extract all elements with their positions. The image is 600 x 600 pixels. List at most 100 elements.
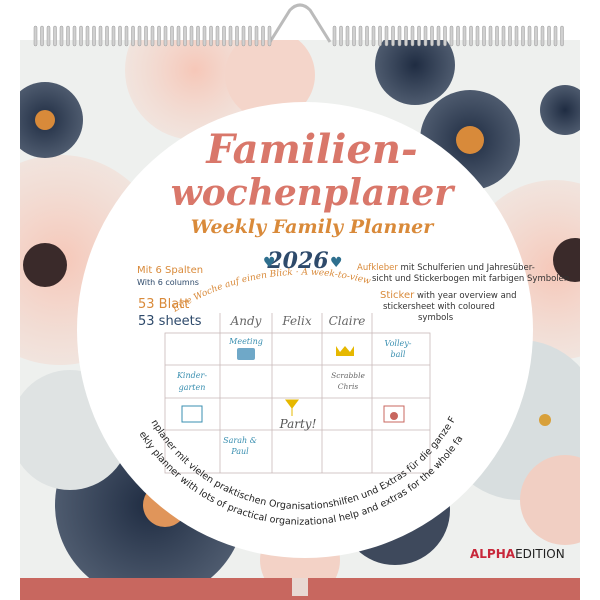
- spiral-ring: [449, 25, 454, 47]
- spiral-ring: [150, 25, 155, 47]
- brand: ALPHAEDITION: [470, 547, 565, 561]
- spiral-ring: [462, 25, 467, 47]
- spiral-ring: [248, 25, 252, 47]
- planner-entry: Sarah &: [223, 436, 257, 445]
- subtitle: Weekly Family Planner: [191, 216, 435, 238]
- spiral-ring: [228, 25, 233, 47]
- spiral-ring: [40, 25, 44, 47]
- spiral-ring: [209, 25, 213, 47]
- spiral-ring: [241, 25, 246, 47]
- planner-name: Claire: [329, 314, 366, 328]
- spiral-ring: [196, 25, 200, 47]
- planner-grid: [164, 313, 431, 474]
- planner-entry: Paul: [230, 447, 249, 456]
- heart: ♥: [263, 255, 276, 271]
- planner-entry: Volley-: [385, 339, 412, 348]
- spiral-ring: [72, 25, 77, 47]
- spiral-ring: [501, 25, 506, 47]
- spiral-ring: [527, 25, 532, 47]
- spiral-binding: [33, 25, 564, 47]
- sticker-en-line: symbols: [418, 313, 454, 323]
- spiral-ring: [85, 25, 90, 47]
- spiral-ring: [53, 25, 57, 47]
- spiral-ring: [66, 25, 70, 47]
- spiral-ring: [410, 25, 415, 47]
- spiral-ring: [332, 25, 337, 47]
- spiral-ring: [105, 25, 109, 47]
- spiral-ring: [384, 25, 389, 47]
- spiral-ring: [358, 25, 363, 47]
- planner-name: Andy: [230, 314, 262, 328]
- spiral-ring: [118, 25, 122, 47]
- spiral-ring: [345, 25, 350, 47]
- columns-en: With 6 columns: [137, 278, 199, 287]
- highlight: Aufkleber: [357, 263, 398, 273]
- cake-icon-fill: [390, 412, 398, 420]
- spiral-ring: [488, 25, 493, 47]
- suitcase-icon: [237, 348, 255, 360]
- spiral-ring: [475, 25, 480, 47]
- spiral-ring: [521, 25, 525, 47]
- spiral-ring: [456, 25, 460, 47]
- spiral-ring: [33, 25, 38, 47]
- spiral-ring: [482, 25, 486, 47]
- spiral-ring: [222, 25, 226, 47]
- spiral-ring: [495, 25, 499, 47]
- spiral-ring: [144, 25, 148, 47]
- spiral-ring: [560, 25, 564, 47]
- cover-circle: [77, 102, 533, 558]
- columns-de: Mit 6 Spalten: [137, 265, 203, 276]
- sticker-en-line: stickersheet with coloured: [383, 302, 495, 312]
- brand-bold: ALPHA: [470, 547, 516, 561]
- year: 2026: [266, 248, 328, 274]
- brand-light: EDITION: [515, 547, 565, 561]
- spiral-ring: [215, 25, 220, 47]
- spiral-ring: [436, 25, 441, 47]
- spiral-ring: [423, 25, 428, 47]
- spiral-ring: [79, 25, 83, 47]
- sticker-de: Aufkleber mit Schulferien und Jahresüber…: [357, 263, 535, 273]
- spiral-ring: [92, 25, 96, 47]
- spiral-ring: [430, 25, 434, 47]
- spiral-ring: [189, 25, 194, 47]
- planner-name: Felix: [281, 314, 311, 328]
- spiral-ring: [443, 25, 447, 47]
- planner-entry: Chris: [338, 382, 359, 391]
- sticker-icon: [181, 405, 203, 423]
- spiral-ring: [59, 25, 64, 47]
- spiral-ring: [540, 25, 545, 47]
- spiral-ring: [235, 25, 239, 47]
- sheets-en: 53 sheets: [138, 314, 202, 329]
- spiral-ring: [371, 25, 376, 47]
- spiral-ring: [46, 25, 51, 47]
- title-line: Familien-: [205, 126, 417, 173]
- sticker-de-line: sicht und Stickerbogen mit farbigen Symb…: [372, 274, 569, 284]
- spiral-ring: [417, 25, 421, 47]
- highlight: Sticker: [380, 290, 415, 301]
- spiral-ring: [378, 25, 382, 47]
- spiral-ring: [339, 25, 343, 47]
- spiral-ring: [170, 25, 174, 47]
- wire-hanger: [268, 3, 332, 43]
- hanger-tab: [292, 578, 308, 596]
- spiral-ring: [261, 25, 265, 47]
- planner-entry: Scrabble: [331, 371, 365, 380]
- planner-entry: Kinder-: [176, 371, 207, 380]
- spiral-ring: [508, 25, 512, 47]
- spiral-ring: [469, 25, 473, 47]
- spiral-ring: [124, 25, 129, 47]
- sheets-de: 53 Blatt: [138, 297, 189, 312]
- spiral-ring: [163, 25, 168, 47]
- spiral-ring: [365, 25, 369, 47]
- planner-entry: Meeting: [228, 337, 263, 346]
- spiral-ring: [254, 25, 259, 47]
- planner-entry: Party!: [279, 417, 317, 431]
- spiral-ring: [202, 25, 207, 47]
- spiral-ring: [514, 25, 519, 47]
- cake-icon: [383, 405, 405, 423]
- spiral-ring: [534, 25, 538, 47]
- spiral-ring: [352, 25, 356, 47]
- text-line: with year overview and: [417, 291, 517, 301]
- spiral-ring: [98, 25, 103, 47]
